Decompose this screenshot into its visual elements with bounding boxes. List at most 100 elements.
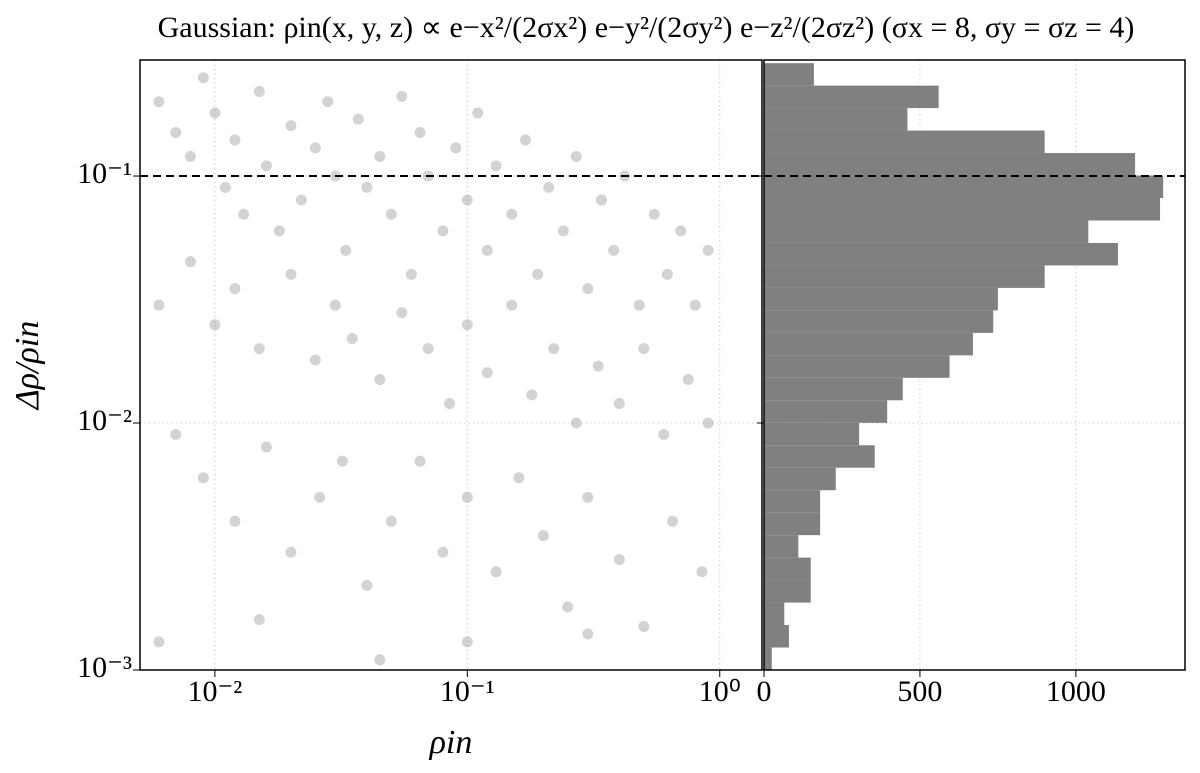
point bbox=[450, 142, 462, 154]
point bbox=[506, 299, 518, 311]
point bbox=[336, 455, 348, 467]
point bbox=[472, 107, 484, 119]
bar bbox=[764, 153, 1136, 176]
point bbox=[184, 256, 196, 268]
point bbox=[385, 208, 397, 220]
point bbox=[184, 150, 196, 162]
point bbox=[153, 96, 165, 108]
point bbox=[490, 566, 502, 578]
y-tick-label: 10⁻² bbox=[77, 404, 132, 437]
point bbox=[253, 343, 265, 355]
point bbox=[396, 90, 408, 102]
bar bbox=[764, 580, 811, 603]
point bbox=[260, 160, 272, 172]
point bbox=[209, 319, 221, 331]
x-tick-label: 1000 bbox=[1046, 675, 1106, 708]
x-tick-label: 500 bbox=[897, 675, 942, 708]
point bbox=[490, 160, 502, 172]
bar bbox=[764, 422, 860, 446]
point bbox=[170, 127, 182, 139]
point bbox=[570, 417, 582, 429]
bar bbox=[764, 535, 799, 558]
bar bbox=[764, 467, 836, 491]
point bbox=[229, 515, 241, 527]
point bbox=[322, 96, 334, 108]
point bbox=[444, 397, 456, 409]
point bbox=[309, 354, 321, 366]
point bbox=[608, 244, 620, 256]
point bbox=[582, 628, 594, 640]
point bbox=[352, 113, 364, 125]
point bbox=[329, 299, 341, 311]
point bbox=[153, 299, 165, 311]
point bbox=[537, 530, 549, 542]
point bbox=[595, 194, 607, 206]
bar bbox=[764, 332, 973, 356]
bar bbox=[764, 287, 998, 311]
bar bbox=[764, 310, 994, 333]
point bbox=[696, 566, 708, 578]
point bbox=[309, 142, 321, 154]
point bbox=[638, 343, 650, 355]
bar bbox=[764, 602, 785, 626]
point bbox=[461, 319, 473, 331]
point bbox=[153, 636, 165, 648]
point bbox=[314, 491, 326, 503]
point bbox=[633, 299, 645, 311]
x-tick-label: 10⁰ bbox=[699, 675, 741, 708]
point bbox=[437, 225, 449, 237]
x-tick-label: 10⁻¹ bbox=[440, 675, 495, 708]
point bbox=[532, 268, 544, 280]
point bbox=[461, 194, 473, 206]
point bbox=[385, 515, 397, 527]
bar bbox=[764, 130, 1045, 154]
bar bbox=[764, 490, 821, 513]
y-tick-label: 10⁻³ bbox=[77, 651, 132, 684]
bar bbox=[764, 512, 821, 536]
point bbox=[506, 208, 518, 220]
point bbox=[562, 601, 574, 613]
point bbox=[682, 374, 694, 386]
point bbox=[374, 654, 386, 666]
bar bbox=[764, 265, 1045, 288]
point bbox=[582, 283, 594, 295]
point bbox=[405, 268, 417, 280]
point bbox=[689, 299, 701, 311]
point bbox=[613, 397, 625, 409]
point bbox=[285, 546, 297, 558]
point bbox=[253, 85, 265, 97]
point bbox=[361, 579, 373, 591]
point bbox=[675, 225, 687, 237]
point bbox=[346, 332, 358, 344]
point bbox=[667, 515, 679, 527]
bar bbox=[764, 175, 1164, 199]
point bbox=[414, 127, 426, 139]
point bbox=[253, 614, 265, 626]
point bbox=[520, 134, 532, 146]
point bbox=[437, 546, 449, 558]
point bbox=[513, 472, 525, 484]
point bbox=[260, 441, 272, 453]
x-tick-label: 0 bbox=[757, 675, 772, 708]
point bbox=[661, 268, 673, 280]
point bbox=[238, 208, 250, 220]
point bbox=[285, 120, 297, 132]
point bbox=[229, 134, 241, 146]
bar bbox=[764, 63, 814, 86]
bar bbox=[764, 85, 939, 109]
bar bbox=[764, 108, 908, 131]
point bbox=[592, 360, 604, 372]
plot-frame bbox=[763, 59, 1186, 671]
point bbox=[638, 621, 650, 633]
y-tick-label: 10⁻¹ bbox=[77, 157, 132, 190]
point bbox=[481, 244, 493, 256]
point bbox=[422, 343, 434, 355]
point bbox=[361, 181, 373, 193]
bar bbox=[764, 377, 903, 401]
y-axis-label: Δρ/ρin bbox=[9, 321, 46, 412]
bar bbox=[764, 220, 1089, 243]
point bbox=[648, 208, 660, 220]
point bbox=[197, 472, 209, 484]
point bbox=[582, 491, 594, 503]
